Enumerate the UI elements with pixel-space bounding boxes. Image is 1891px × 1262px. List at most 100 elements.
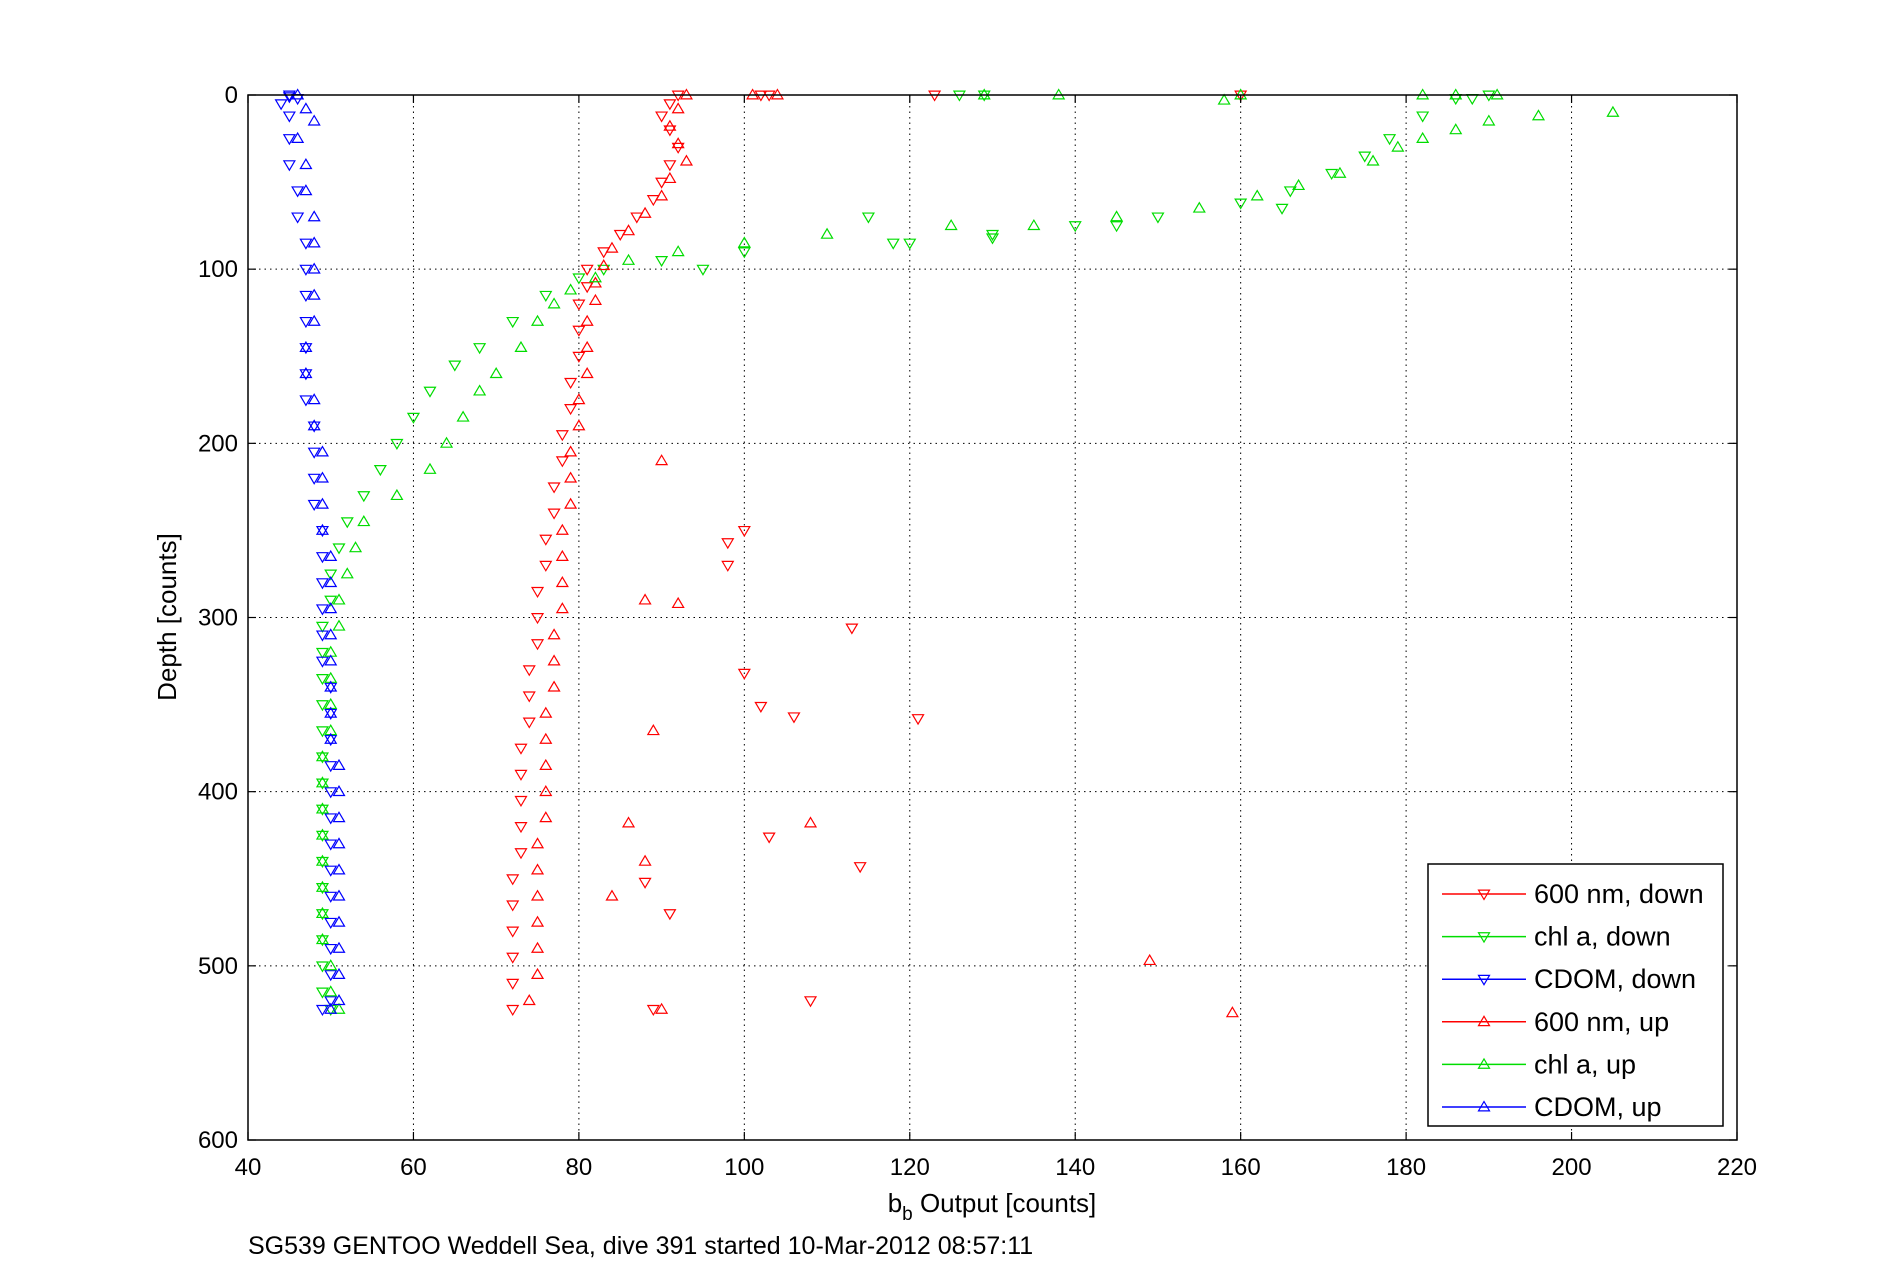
data-point [332,941,346,953]
data-point [307,393,321,405]
data-point [299,340,313,352]
data-point [663,119,677,131]
data-point [522,993,536,1006]
legend-item: 600 nm, down [1442,879,1704,909]
data-point [655,256,669,268]
data-point [572,299,586,311]
series-2 [274,90,338,1017]
data-point [539,560,553,572]
data-point [597,258,611,271]
legend-marker [1477,932,1491,944]
data-point [621,224,636,236]
data-point [315,828,329,840]
data-point [315,552,329,564]
y-axis-label: Depth [counts] [152,533,182,701]
legend-marker [1477,1015,1491,1027]
data-point [671,90,685,102]
data-point [588,271,602,283]
data-point [555,523,569,535]
data-point [324,943,338,956]
data-point [315,1004,329,1017]
data-point [315,906,329,919]
data-point [1383,134,1397,146]
data-point [1110,221,1124,233]
data-point [324,732,338,744]
data-point [944,218,958,231]
legend-marker [1477,1100,1491,1112]
data-point [539,290,553,302]
legend-item: chl a, up [1442,1049,1636,1079]
data-point [737,247,751,259]
data-point [315,961,329,973]
legend-marker [1477,1057,1491,1069]
data-point [489,366,503,379]
data-point [1234,198,1248,210]
legend-label: chl a, up [1534,1049,1636,1079]
data-point [299,366,313,379]
data-point [572,351,586,363]
data-point [646,1004,660,1017]
data-point [282,134,296,146]
data-point [530,837,545,849]
data-point [638,877,652,889]
data-point [621,816,636,828]
y-tick-label: 300 [198,605,238,632]
data-point [423,462,437,474]
data-point [638,854,652,866]
data-point [307,447,321,459]
data-point [324,734,338,747]
data-point [530,889,545,901]
data-point [390,438,404,451]
data-point [671,245,685,257]
data-point [1358,151,1372,163]
data-point [671,137,685,149]
data-point [307,210,321,222]
data-point [928,90,942,102]
data-point [315,933,329,945]
data-point [588,293,602,305]
data-point [340,517,354,529]
data-point [655,1002,669,1014]
data-point [1234,90,1248,102]
x-tick-label: 160 [1221,1154,1261,1181]
data-point [307,314,321,326]
x-tick-label: 180 [1386,1154,1426,1181]
data-point [324,708,338,720]
data-point [315,752,329,764]
data-point [307,419,321,431]
data-point [655,189,669,201]
x-tick-label: 120 [890,1154,930,1181]
data-point [1250,189,1264,201]
data-point [291,131,305,143]
data-point [324,569,338,581]
x-tick-label: 40 [235,1154,262,1181]
data-point [324,575,338,588]
data-point [506,978,520,990]
data-point [605,241,619,253]
data-point [1110,210,1124,222]
data-point [679,88,693,100]
data-point [315,525,329,538]
data-point [1416,111,1430,123]
data-point [514,822,528,834]
data-point [539,534,553,546]
data-point [514,340,528,352]
data-point [315,802,329,814]
data-point [332,889,346,901]
data-point [357,491,371,503]
data-point [324,602,338,614]
data-point [530,915,545,927]
data-point [315,630,329,642]
data-point [315,604,329,616]
data-point [373,465,387,477]
series-5 [291,88,346,1014]
data-point [663,171,677,184]
data-point [324,813,338,825]
data-point [1325,168,1339,181]
data-point [530,314,545,326]
data-point [564,497,578,509]
legend-marker [1477,974,1491,986]
data-point [555,575,569,588]
data-point [423,386,437,398]
data-point [663,99,677,111]
